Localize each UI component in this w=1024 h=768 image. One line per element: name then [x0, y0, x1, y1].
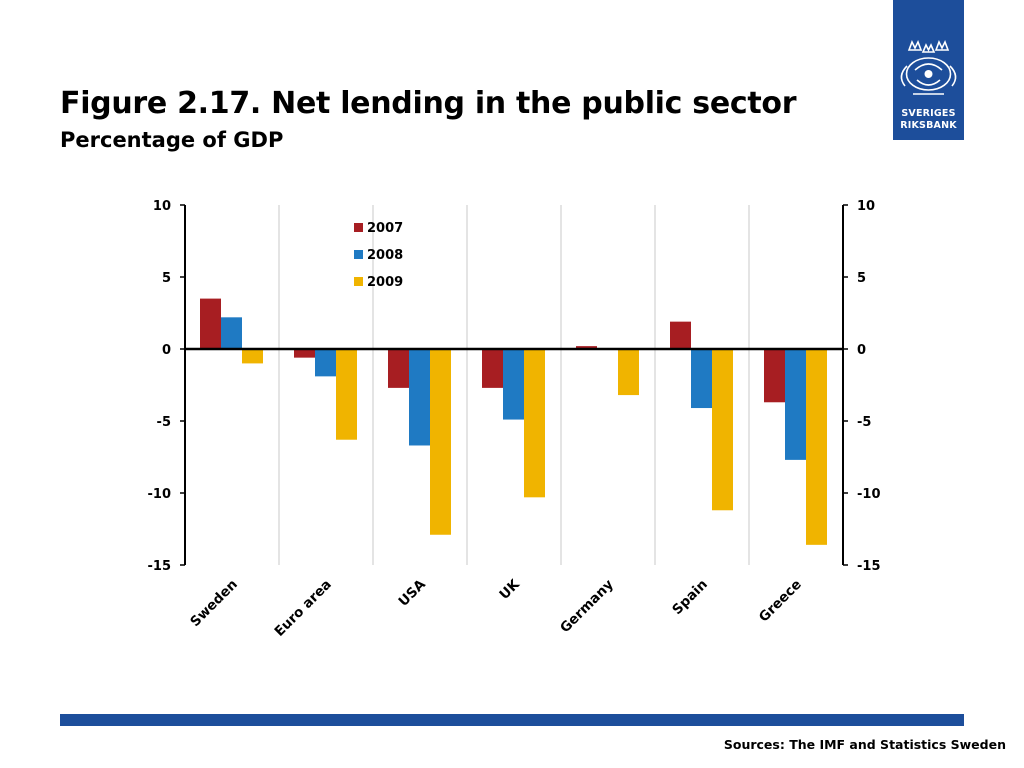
bar-2007-greece	[764, 349, 785, 403]
riksbank-crest-icon	[900, 40, 957, 95]
logo-text-line2: RIKSBANK	[900, 120, 957, 131]
bar-chart: 10 10 5 5 0 0 -5 -5 -10 -10 -15 -15 Sweden Euro area U…	[148, 199, 881, 640]
logo-text-line1: SVERIGES	[901, 108, 956, 119]
bar-2008-euro-area	[315, 349, 336, 377]
x-category-label: Sweden	[187, 577, 241, 631]
y-tick-label-left: 10	[153, 199, 171, 214]
bar-2007-germany	[576, 346, 597, 349]
x-category-label: UK	[496, 576, 523, 603]
y-tick-label-left: 5	[162, 271, 171, 286]
bar-2008-greece	[785, 349, 806, 460]
source-note: Sources: The IMF and Statistics Sweden	[723, 737, 1006, 752]
bar-2007-spain	[670, 321, 691, 349]
x-category-label: Euro area	[272, 577, 335, 640]
legend-swatch-2007	[354, 223, 363, 232]
y-tick-label-left: 0	[162, 343, 171, 358]
bar-2008-spain	[691, 349, 712, 409]
y-tick-label-left: -15	[148, 559, 172, 574]
y-tick-label-right: 5	[857, 271, 866, 286]
bar-2009-euro-area	[336, 349, 357, 440]
bar-2009-usa	[430, 349, 451, 535]
bar-2009-uk	[524, 349, 545, 498]
x-category-label: USA	[395, 576, 429, 610]
y-tick-label-left: -10	[148, 487, 172, 502]
legend-swatch-2009	[354, 277, 363, 286]
y-tick-label-right: -15	[857, 559, 881, 574]
bar-2008-usa	[409, 349, 430, 446]
bar-2009-greece	[806, 349, 827, 545]
legend-swatch-2008	[354, 250, 363, 259]
legend-label-2009: 2009	[367, 275, 403, 290]
x-category-label: Greece	[756, 577, 805, 626]
y-tick-label-right: 10	[857, 199, 875, 214]
y-tick-label-left: -5	[157, 415, 171, 430]
bar-2009-spain	[712, 349, 733, 511]
legend-label-2008: 2008	[367, 248, 403, 263]
riksbank-logo: SVERIGES RIKSBANK	[893, 0, 964, 140]
bar-2008-sweden	[221, 317, 242, 349]
footer-bar	[60, 714, 964, 726]
x-category-label: Germany	[557, 576, 617, 636]
bar-2009-germany	[618, 349, 639, 396]
y-tick-label-right: 0	[857, 343, 866, 358]
bar-2007-sweden	[200, 298, 221, 349]
y-tick-label-right: -10	[857, 487, 881, 502]
legend-label-2007: 2007	[367, 221, 403, 236]
bar-2007-usa	[388, 349, 409, 388]
x-category-label: Spain	[669, 577, 711, 619]
bar-2007-euro-area	[294, 349, 315, 358]
bar-2007-uk	[482, 349, 503, 388]
chart-title: Figure 2.17. Net lending in the public s…	[60, 86, 797, 121]
bar-2008-uk	[503, 349, 524, 420]
y-tick-label-right: -5	[857, 415, 871, 430]
bar-2009-sweden	[242, 349, 263, 364]
chart-subtitle: Percentage of GDP	[60, 128, 284, 152]
